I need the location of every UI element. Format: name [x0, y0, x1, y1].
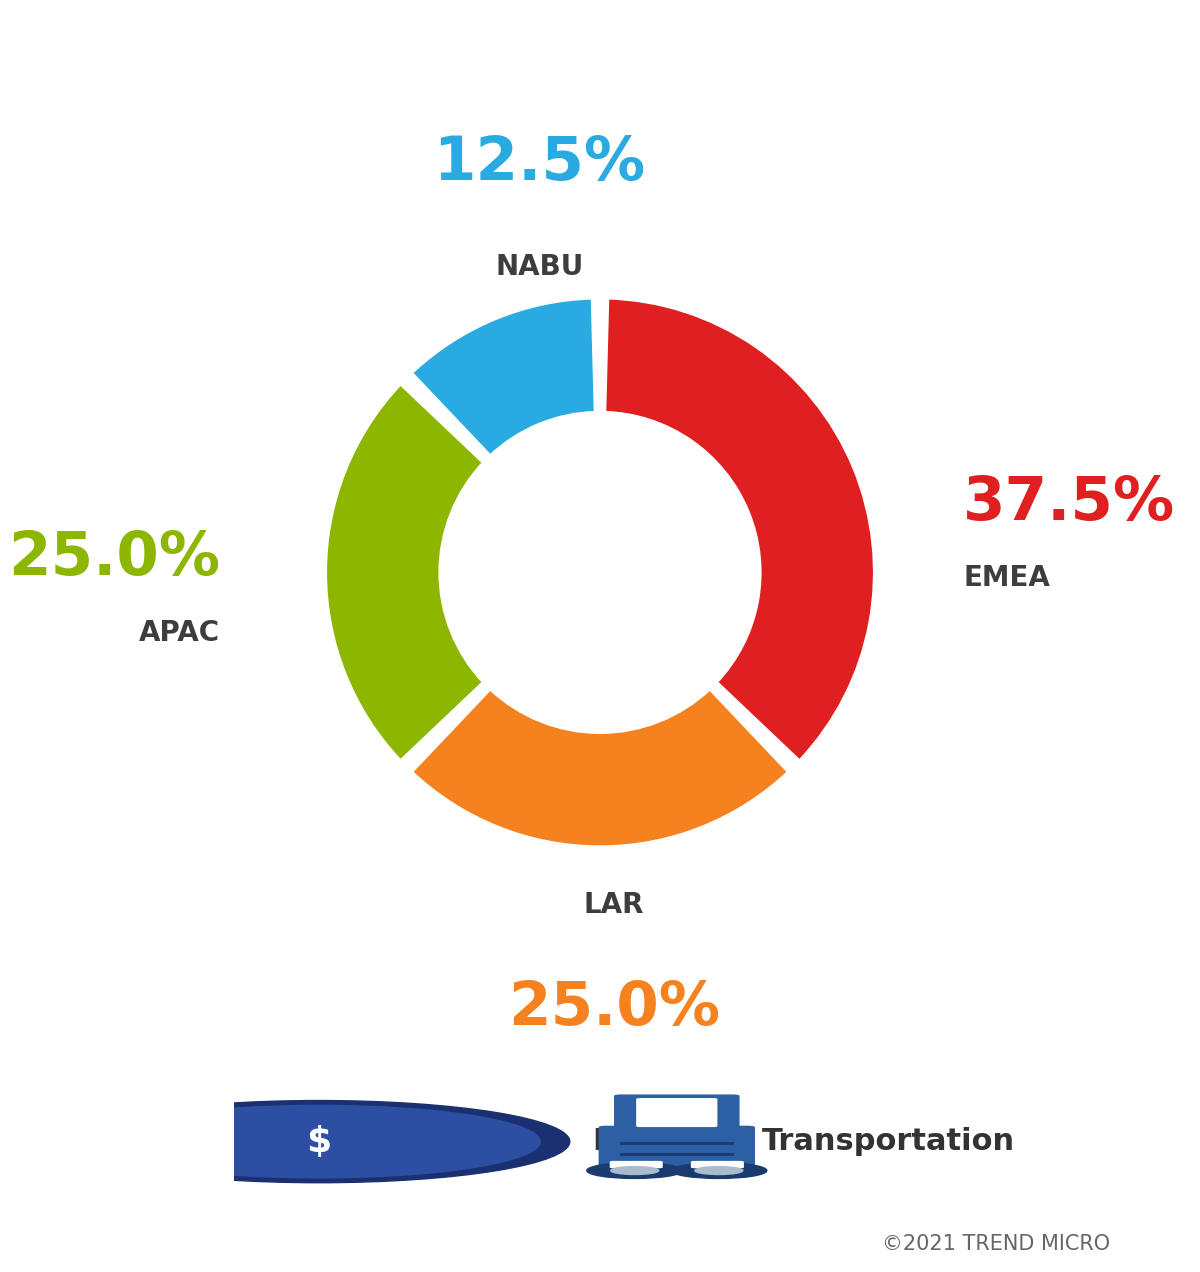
Text: Finance: Finance — [592, 1127, 726, 1156]
Text: 25.0%: 25.0% — [8, 529, 221, 588]
Wedge shape — [410, 298, 596, 457]
Circle shape — [611, 1166, 659, 1174]
Circle shape — [695, 1166, 743, 1174]
Text: NABU: NABU — [496, 253, 583, 281]
FancyBboxPatch shape — [611, 1161, 662, 1168]
Circle shape — [97, 1105, 540, 1178]
FancyBboxPatch shape — [614, 1095, 739, 1130]
Text: 25.0%: 25.0% — [508, 979, 720, 1038]
Circle shape — [587, 1163, 683, 1178]
Circle shape — [671, 1163, 767, 1178]
Wedge shape — [604, 298, 875, 762]
Text: $: $ — [306, 1124, 331, 1159]
Text: EMEA: EMEA — [964, 565, 1050, 593]
Text: 37.5%: 37.5% — [964, 474, 1175, 533]
Text: APAC: APAC — [139, 619, 221, 647]
Text: 12.5%: 12.5% — [433, 134, 646, 193]
Text: ©2021 TREND MICRO: ©2021 TREND MICRO — [882, 1234, 1110, 1254]
FancyBboxPatch shape — [691, 1161, 743, 1168]
Circle shape — [68, 1100, 570, 1183]
FancyBboxPatch shape — [599, 1127, 755, 1169]
Text: LAR: LAR — [583, 890, 644, 918]
FancyBboxPatch shape — [637, 1099, 716, 1127]
Wedge shape — [410, 688, 790, 847]
Text: Transportation: Transportation — [762, 1127, 1015, 1156]
Wedge shape — [325, 383, 485, 762]
